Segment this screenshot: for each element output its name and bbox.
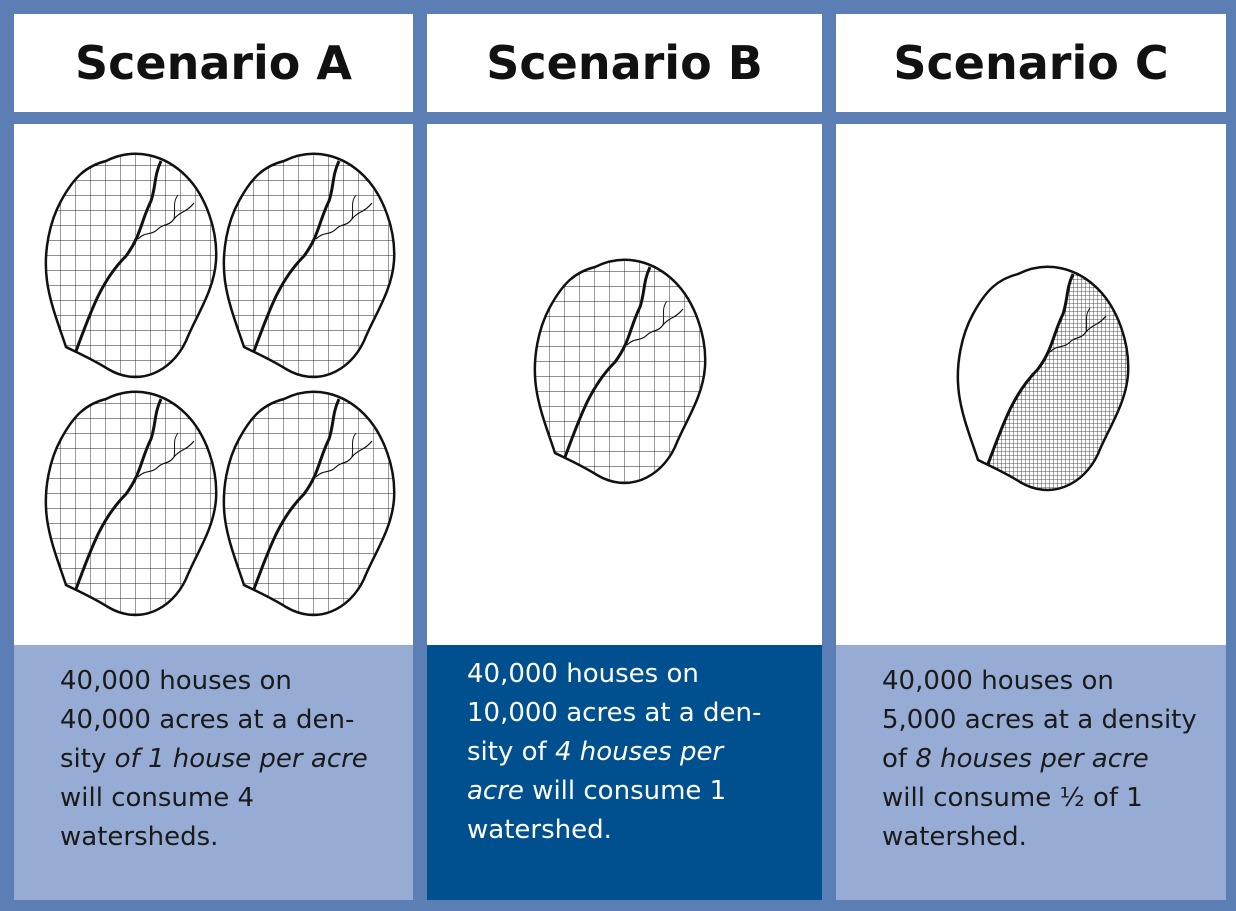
text: 10,000 acres at a den- [467,698,762,728]
text: will consume 1 [523,776,727,806]
text: of [882,744,916,774]
text: 40,000 houses on [467,659,699,689]
description: 40,000 houses on 5,000 acres at a density… [836,645,1226,900]
description: 40,000 houses on 10,000 acres at a den-si… [427,645,822,900]
watershed [41,384,226,634]
panel-title: Scenario C [836,14,1226,112]
text: watershed. [467,815,612,845]
text: sity [60,744,115,774]
text-line: sity of 4 houses per [467,733,822,772]
watershed [41,146,226,396]
watersheds [956,265,1130,492]
panel-c: Scenario C 40,000 houses on 5,000 acres a… [836,14,1226,900]
italic-text: 4 houses per [554,737,724,767]
text: sity of [467,737,555,767]
text-line: 40,000 houses on [882,662,1226,701]
text-line: 40,000 houses on [467,655,822,694]
text-line: watershed. [882,818,1226,857]
text-line: will consume ½ of 1 [882,779,1226,818]
text: watershed. [882,822,1027,852]
image-area [14,124,413,645]
text-line: of 8 houses per acre [882,740,1226,779]
text-line: acre will consume 1 [467,772,822,811]
text: 40,000 acres at a den- [60,705,355,735]
text: 40,000 houses on [60,666,292,696]
italic-text: of 1 house per acre [114,744,368,774]
text-line: watershed. [467,811,822,850]
description: 40,000 houses on 40,000 acres at a den-si… [14,645,413,900]
image-area [836,124,1226,645]
text-line: 40,000 acres at a den- [60,701,413,740]
panel-b: Scenario B 40,000 houses on 10,000 acres … [427,14,822,900]
text: 5,000 acres at a density [882,705,1197,735]
italic-text: acre [467,776,524,806]
watershed [530,252,715,502]
text: will consume 4 [60,783,255,813]
panel-title: Scenario B [427,14,822,112]
watersheds [14,124,413,645]
panel-a: Scenario A 40,000 houses on 40,000 acres … [14,14,413,900]
text-line: 40,000 houses on [60,662,413,701]
text-line: 10,000 acres at a den- [467,694,822,733]
text: will consume ½ of 1 [882,783,1143,813]
watershed [219,384,404,634]
half-watershed [956,265,1130,492]
text-line: 5,000 acres at a density [882,701,1226,740]
text-line: watersheds. [60,818,413,857]
text: 40,000 houses on [882,666,1114,696]
watershed [219,146,404,396]
image-area [427,124,822,645]
text-line: sity of 1 house per acre [60,740,413,779]
text: watersheds. [60,822,219,852]
watersheds [427,124,822,645]
text-line: will consume 4 [60,779,413,818]
panel-title: Scenario A [14,14,413,112]
italic-text: 8 houses per acre [915,744,1149,774]
